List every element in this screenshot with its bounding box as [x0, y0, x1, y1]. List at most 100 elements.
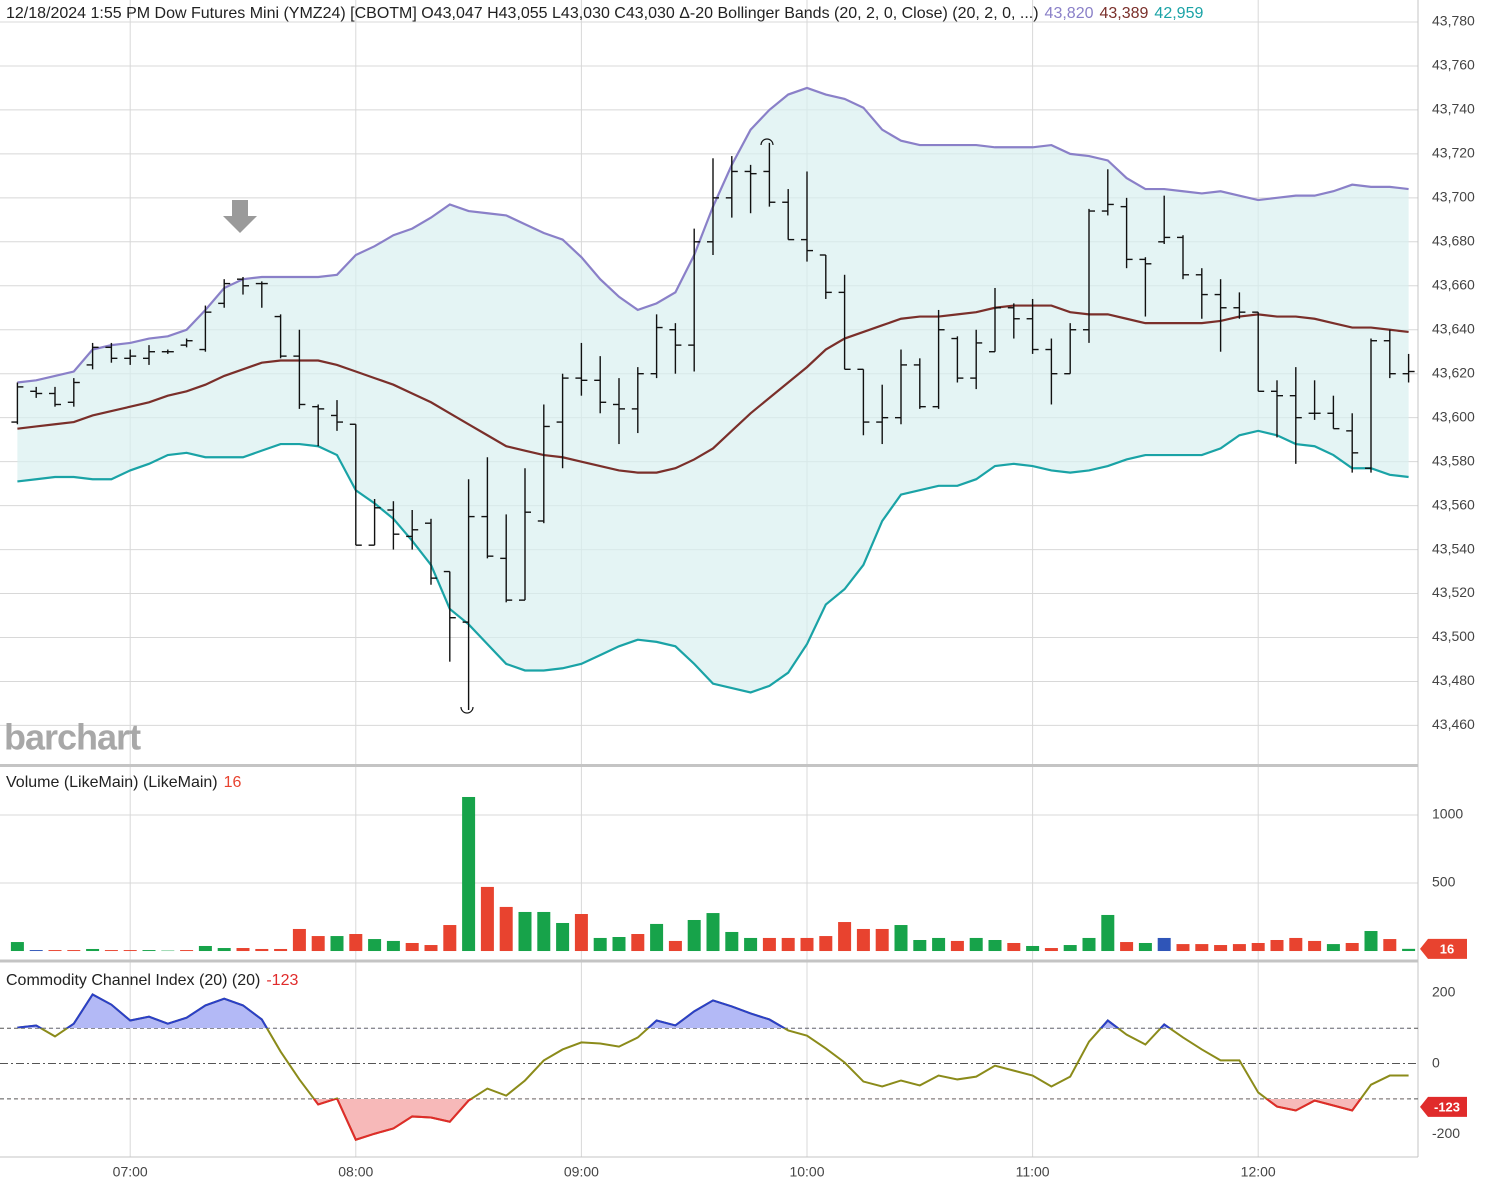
- y-tick-label: 43,560: [1432, 496, 1475, 512]
- volume-bar: [913, 939, 927, 952]
- band-fill: [17, 87, 1409, 693]
- volume-bar: [1007, 942, 1021, 952]
- volume-bar: [1026, 945, 1040, 952]
- volume-bar: [480, 886, 494, 952]
- volume-bar: [932, 937, 946, 952]
- volume-bar: [1120, 942, 1134, 952]
- x-tick-label: 10:00: [789, 1164, 824, 1180]
- x-tick-label: 07:00: [113, 1164, 148, 1180]
- x-tick-label: 08:00: [338, 1164, 373, 1180]
- volume-bar: [274, 948, 288, 952]
- volume-bar: [1364, 931, 1378, 952]
- volume-bar: [462, 796, 476, 952]
- volume-bar: [1176, 944, 1190, 952]
- value-badge-label: 16: [1440, 941, 1454, 956]
- low-marker: [460, 706, 474, 714]
- volume-bar: [706, 913, 720, 952]
- volume-bar: [330, 936, 344, 952]
- volume-bar: [574, 914, 588, 952]
- volume-bar: [631, 934, 645, 952]
- volume-bar: [10, 942, 24, 952]
- volume-bar: [1044, 948, 1058, 952]
- volume-bar: [1326, 944, 1340, 952]
- legend-value: 42,959: [1154, 5, 1203, 22]
- bollinger-line: [17, 429, 1409, 694]
- volume-bar: [48, 950, 62, 952]
- volume-bar: [292, 928, 306, 952]
- volume-bar: [443, 925, 457, 952]
- volume-bar: [1308, 940, 1322, 952]
- volume-bar: [518, 911, 532, 952]
- volume-bar: [1251, 942, 1265, 952]
- volume-bar: [1082, 937, 1096, 952]
- volume-bar: [1101, 914, 1115, 952]
- panel-title: Commodity Channel Index (20) (20): [6, 972, 260, 989]
- y-tick-label: 43,520: [1432, 584, 1475, 600]
- volume-bar: [988, 939, 1002, 952]
- volume-bar: [593, 937, 607, 952]
- volume-bar: [819, 936, 833, 952]
- volume-bar: [311, 936, 325, 952]
- volume-bar: [386, 940, 400, 952]
- volume-bar: [198, 945, 212, 952]
- y-tick-label: 200: [1432, 984, 1456, 1000]
- y-tick-label: 43,640: [1432, 320, 1475, 336]
- panel-value: -123: [266, 972, 298, 989]
- y-tick-label: 43,620: [1432, 364, 1475, 380]
- y-tick-label: 43,780: [1432, 13, 1475, 29]
- volume-bar: [424, 945, 438, 952]
- volume-bar: [86, 948, 100, 952]
- volume-bar: [781, 937, 795, 952]
- panel-title: Volume (LikeMain) (LikeMain): [6, 774, 218, 791]
- volume-bar: [1383, 939, 1397, 952]
- signal-arrow: [223, 200, 257, 233]
- y-tick-label: 500: [1432, 874, 1456, 890]
- volume-bar: [650, 923, 664, 952]
- volume-bar: [1157, 937, 1171, 952]
- legend-value: 43,389: [1099, 5, 1148, 22]
- volume-bar: [1289, 937, 1303, 952]
- watermark: barchart: [4, 717, 141, 758]
- y-tick-label: 1000: [1432, 806, 1463, 822]
- y-tick-label: 43,460: [1432, 716, 1475, 732]
- x-tick-label: 11:00: [1016, 1164, 1050, 1180]
- panel-header: Volume (LikeMain) (LikeMain) 16: [6, 774, 242, 791]
- volume-bar: [67, 950, 81, 952]
- volume-bar: [1214, 945, 1228, 952]
- volume-bar: [838, 922, 852, 952]
- cci-above-fill: [17, 994, 1409, 1029]
- chart-header: 12/18/2024 1:55 PM Dow Futures Mini (YMZ…: [6, 5, 1203, 22]
- volume-bar: [969, 937, 983, 952]
- volume-bar: [744, 937, 758, 952]
- volume-bar: [1402, 948, 1416, 952]
- volume-bar: [894, 925, 908, 952]
- volume-bar: [1195, 944, 1209, 952]
- volume-bar: [1232, 944, 1246, 952]
- panel-header: Commodity Channel Index (20) (20) -123: [6, 972, 298, 989]
- x-tick-label: 09:00: [564, 1164, 599, 1180]
- volume-bar: [1063, 945, 1077, 952]
- y-tick-label: 43,740: [1432, 101, 1475, 117]
- cci-below-fill: [17, 1098, 1409, 1140]
- volume-bar: [217, 948, 231, 952]
- high-marker: [760, 138, 774, 146]
- panel-value: 16: [224, 774, 242, 791]
- volume-bar: [668, 940, 682, 952]
- volume-bar: [762, 937, 776, 952]
- y-tick-label: 43,760: [1432, 57, 1475, 73]
- volume-bar: [123, 950, 137, 952]
- volume-bar: [349, 934, 363, 952]
- volume-bar: [1270, 939, 1284, 952]
- y-tick-label: 43,480: [1432, 672, 1475, 688]
- volume-bar: [800, 937, 814, 952]
- volume-bar: [1345, 942, 1359, 952]
- y-tick-label: 43,540: [1432, 540, 1475, 556]
- volume-bar: [405, 942, 419, 952]
- y-tick-label: 43,720: [1432, 145, 1475, 161]
- y-tick-label: -200: [1432, 1125, 1460, 1141]
- volume-bar: [612, 937, 626, 952]
- y-tick-label: 0: [1432, 1054, 1440, 1070]
- volume-bar: [255, 948, 269, 952]
- volume-bar: [950, 940, 964, 952]
